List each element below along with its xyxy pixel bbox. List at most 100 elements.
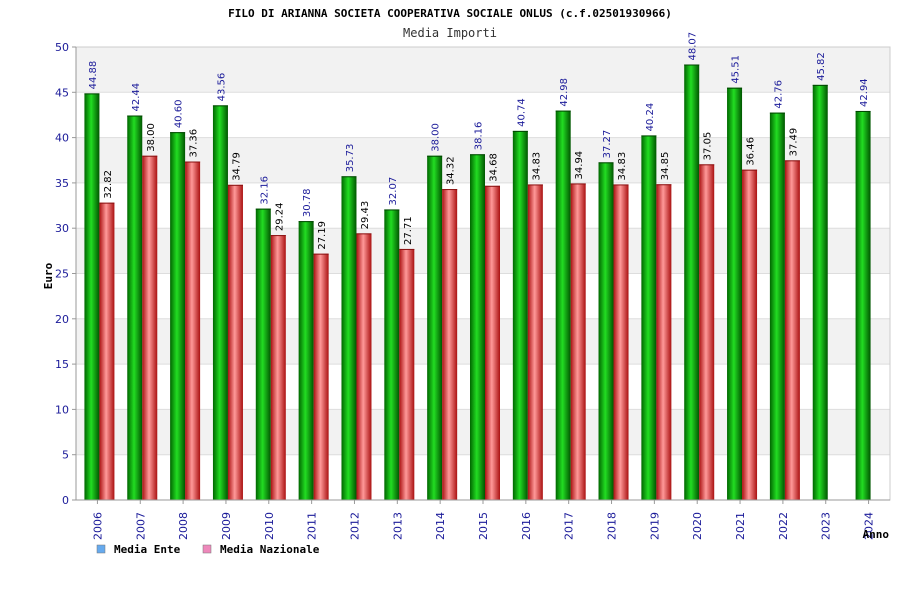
data-label: 38.16 [474,122,485,151]
bar-media-nazionale [313,253,329,500]
legend-swatch [96,544,106,554]
x-tick-label: 2008 [177,512,190,540]
bar-media-ente [341,176,357,500]
y-tick-label: 20 [55,313,69,326]
data-label: 45.82 [816,52,827,81]
bar-media-nazionale [613,184,629,501]
x-tick-label: 2007 [134,512,147,540]
x-tick-label: 2024 [863,512,876,540]
data-label: 45.51 [731,55,742,84]
legend-label: Media Ente [114,543,181,556]
x-tick-label: 2022 [777,512,790,540]
bar-media-nazionale [185,161,201,500]
bar-media-nazionale [656,184,672,500]
bar-media-ente [298,221,314,501]
x-tick-label: 2010 [263,512,276,540]
data-label: 42.76 [773,80,784,109]
data-label: 34.83 [531,152,542,181]
bar-media-nazionale [227,184,243,500]
data-label: 34.85 [660,152,671,181]
data-label: 34.68 [489,153,500,182]
bar-media-ente [641,135,657,500]
data-label: 48.07 [688,32,699,61]
bar-media-nazionale [742,169,758,500]
x-axis-label: Anno [863,528,890,541]
data-label: 42.98 [559,78,570,107]
chart-subtitle: Media Importi [403,26,497,40]
bar-media-nazionale [485,185,500,500]
x-tick-label: 2013 [391,512,404,540]
bar-media-nazionale [356,233,372,500]
x-tick-label: 2020 [691,512,704,540]
y-axis-label: Euro [42,262,55,289]
bar-media-ente [855,110,871,501]
data-label: 30.78 [302,188,313,217]
y-tick-label: 0 [62,494,69,507]
data-label: 29.43 [360,201,371,230]
data-label: 32.07 [388,177,399,206]
data-label: 34.94 [574,151,585,180]
x-tick-label: 2012 [348,512,361,540]
x-tick-label: 2016 [520,512,533,540]
data-label: 35.73 [345,144,356,173]
y-tick-label: 5 [62,449,69,462]
x-tick-label: 2021 [734,512,747,540]
bar-media-ente [127,115,143,501]
bar-media-ente [212,105,228,500]
y-tick-label: 40 [55,132,69,145]
bar-media-ente [684,64,700,500]
data-label: 37.49 [788,128,799,157]
data-label: 37.27 [602,130,613,159]
bar-media-nazionale [570,183,586,500]
legend-swatch [202,544,212,554]
x-tick-label: 2014 [434,512,447,540]
data-label: 34.32 [446,156,457,185]
y-tick-label: 10 [55,403,69,416]
y-axis: 0 5 10 15 20 25 30 35 40 45 50 [55,41,77,507]
y-tick-label: 45 [55,86,69,99]
bar-media-ente [555,110,571,500]
data-label: 38.00 [146,123,157,152]
bar-media-nazionale [699,164,715,500]
bar-media-nazionale [99,202,115,500]
bar-media-ente [812,84,828,501]
data-label: 34.83 [617,152,628,181]
data-label: 37.36 [189,129,200,158]
data-label: 32.82 [103,170,114,199]
data-label: 42.44 [131,83,142,112]
bar-media-nazionale [442,189,458,501]
plot-band [76,47,890,93]
y-tick-label: 30 [55,222,69,235]
data-label: 29.24 [274,202,285,231]
x-axis: 2006 2007 2008 2009 2010 2011 2012 2013 2014 2015… [76,499,890,540]
x-tick-label: 2011 [306,512,319,540]
data-label: 43.56 [216,73,227,102]
data-label: 37.05 [703,132,714,161]
x-tick-label: 2006 [91,512,104,540]
data-label: 34.79 [231,152,242,181]
x-tick-label: 2017 [563,512,576,540]
bar-media-ente [598,162,614,500]
x-tick-label: 2015 [477,512,490,540]
data-label: 36.46 [746,137,757,166]
x-tick-label: 2009 [220,512,233,540]
plot-band [76,92,890,138]
data-label: 42.94 [859,78,870,107]
data-label: 40.24 [645,103,656,132]
bar-media-ente [84,93,100,500]
chart-title: FILO DI ARIANNA SOCIETA COOPERATIVA SOCI… [228,7,672,20]
x-tick-label: 2018 [606,512,619,540]
bar-media-ente [727,87,743,501]
bar-media-nazionale [527,184,543,501]
y-tick-label: 50 [55,41,69,54]
data-label: 40.60 [174,100,185,129]
bar-media-ente [512,130,528,500]
y-tick-label: 15 [55,358,69,371]
bar-media-ente [470,154,485,501]
legend: Media Ente Media Nazionale [96,543,320,556]
data-label: 27.71 [403,216,414,245]
bar-media-ente [255,208,271,500]
data-label: 27.19 [317,221,328,250]
data-label: 40.74 [516,98,527,127]
